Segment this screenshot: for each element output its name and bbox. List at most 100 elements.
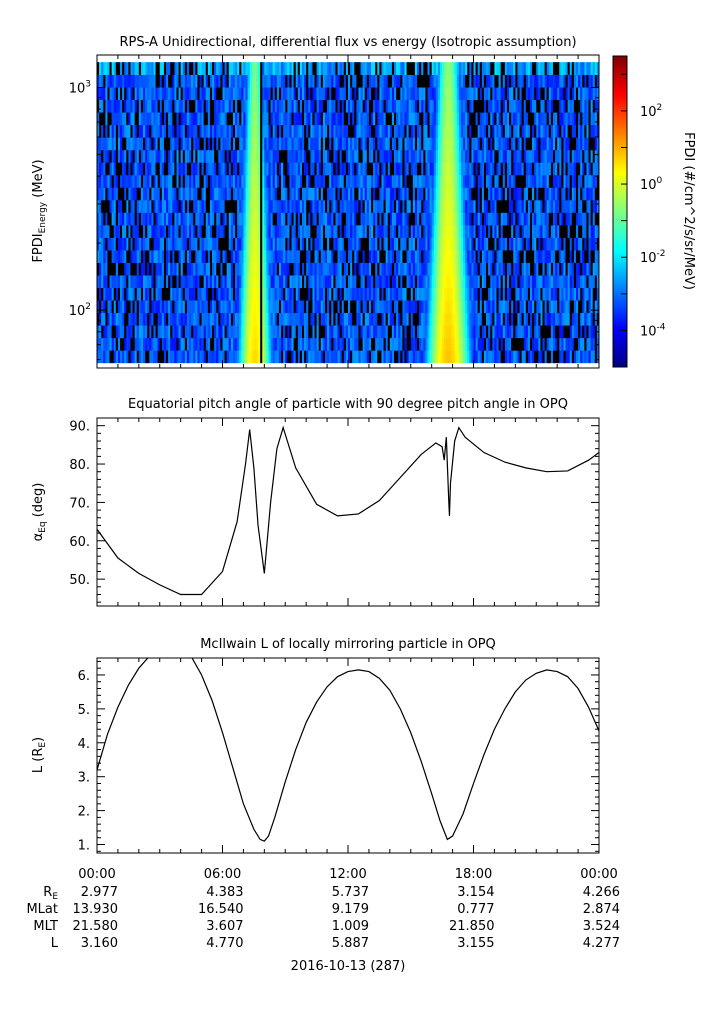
spectrogram-cell [140, 287, 144, 301]
spectrogram-cell [272, 250, 276, 263]
spectrogram-cell [550, 187, 554, 201]
spectrogram-cell [356, 275, 359, 288]
spectrogram-cell [542, 225, 545, 238]
spectrogram-cell [207, 300, 211, 314]
spectrogram-cell [460, 137, 464, 151]
spectrogram-cell [166, 325, 169, 339]
spectrogram-cell [103, 187, 106, 201]
spectrogram-cell [170, 174, 173, 188]
spectrogram-cell [511, 337, 514, 351]
spectrogram-cell [463, 325, 466, 339]
spectrogram-cell [193, 137, 196, 151]
spectrogram-cell [287, 225, 290, 238]
spectrogram-cell [172, 237, 175, 251]
spectrogram-cell [511, 250, 514, 263]
spectrogram-cell [448, 237, 451, 251]
spectrogram-cell [387, 112, 391, 126]
spectrogram-cell [368, 337, 372, 351]
spectrogram-cell [559, 287, 562, 301]
spectrogram-cell [373, 112, 376, 126]
spectrogram-cell [335, 337, 338, 351]
spectrogram-cell [364, 174, 368, 188]
spectrogram-cell [124, 199, 127, 213]
spectrogram-cell [201, 325, 204, 339]
spectrogram-cell [128, 99, 131, 113]
spectrogram-cell [214, 162, 217, 176]
spectrogram-cell [414, 187, 418, 201]
spectrogram-cell [310, 250, 313, 263]
spectrogram-cell [517, 237, 520, 251]
spectrogram-cell [412, 212, 416, 226]
spectrogram-cell [201, 174, 204, 188]
spectrogram-cell [534, 187, 537, 201]
spectrogram-cell [172, 275, 175, 288]
spectrogram-cell [398, 187, 401, 201]
spectrogram-cell [203, 174, 207, 188]
spectrogram-cell [207, 237, 211, 251]
spectrogram-cell [316, 212, 320, 226]
spectrogram-cell [324, 325, 328, 339]
spectrogram-cell [475, 262, 478, 276]
spectrogram-cell [473, 137, 476, 151]
spectrogram-cell [228, 275, 232, 288]
spectrogram-cell [324, 225, 328, 238]
spectrogram-cell [440, 112, 443, 126]
spectrogram-cell [414, 250, 418, 263]
spectrogram-cell [481, 350, 485, 364]
spectrogram-cell [417, 99, 420, 113]
spectrogram-cell [452, 124, 455, 138]
spectrogram-cell [235, 237, 238, 251]
spectrogram-cell [542, 149, 545, 163]
spectrogram-cell [109, 300, 112, 314]
spectrogram-cell [567, 212, 571, 226]
spectrogram-cell [360, 350, 363, 364]
spectrogram-cell [389, 112, 393, 126]
spectrogram-cell [429, 112, 432, 126]
spectrogram-cell [557, 325, 560, 339]
spectrogram-cell [494, 337, 497, 351]
spectrogram-cell [492, 287, 495, 301]
spectrogram-cell [565, 187, 568, 201]
spectrogram-cell [174, 337, 177, 351]
spectrogram-cell [555, 337, 558, 351]
spectrogram-cell [542, 325, 545, 339]
spectrogram-cell [293, 162, 297, 176]
spectrogram-cell [557, 287, 560, 301]
spectrogram-cell [333, 212, 336, 226]
spectrogram-cell [417, 174, 420, 188]
spectrogram-cell [149, 250, 152, 263]
spectrogram-cell [529, 174, 533, 188]
spectrogram-cell [544, 112, 548, 126]
spectrogram-cell [496, 300, 499, 314]
spectrogram-cell [226, 275, 230, 288]
spectrogram-cell [532, 187, 535, 201]
spectrogram-cell [421, 325, 424, 339]
spectrogram-cell [166, 162, 169, 176]
spectrogram-cell [99, 275, 102, 288]
spectrogram-cell [318, 199, 322, 213]
spectrogram-cell [182, 149, 186, 163]
spectrogram-cell [117, 99, 121, 113]
spectrogram-cell [281, 350, 284, 364]
spectrogram-cell [101, 312, 104, 326]
spectrogram-cell [586, 174, 589, 188]
spectrogram-cell [285, 262, 288, 276]
spectrogram-cell [253, 162, 257, 176]
spectrogram-cell [230, 325, 234, 339]
spectrogram-cell [253, 149, 257, 163]
spectrogram-cell [310, 112, 313, 126]
spectrogram-cell [329, 199, 332, 213]
spectrogram-cell [360, 300, 363, 314]
spectrogram-cell [212, 337, 215, 351]
spectrogram-cell [588, 312, 591, 326]
spectrogram-cell [469, 350, 472, 364]
spectrogram-cell [312, 300, 315, 314]
spectrogram-cell [592, 112, 596, 126]
spectrogram-cell [186, 112, 190, 126]
spectrogram-cell [145, 212, 148, 226]
spectrogram-cell [387, 162, 391, 176]
spectrogram-cell [134, 350, 138, 364]
spectrogram-cell [124, 99, 127, 113]
spectrogram-cell [153, 262, 156, 276]
spectrogram-cell [289, 149, 292, 163]
